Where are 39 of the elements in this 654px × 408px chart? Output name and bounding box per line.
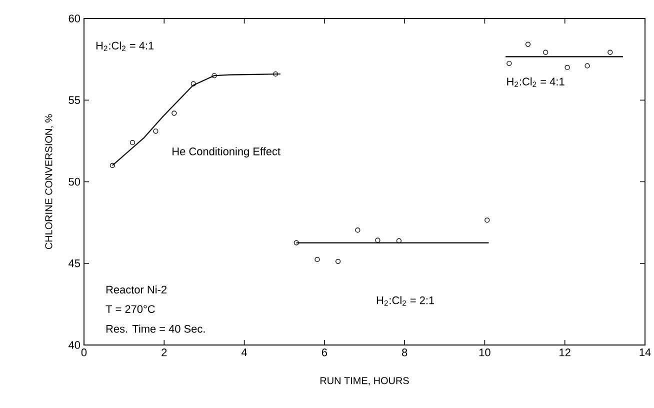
- point: [484, 218, 490, 223]
- annotation: H$_{2}$:Cl$_{2}$ = 4:1: [507, 77, 564, 87]
- annotation: Res. Time = 40 Sec.: [106, 324, 205, 333]
- x-axis-title: RUN TIME, HOURS: [320, 377, 409, 386]
- point: [584, 63, 590, 68]
- annotation: H$_{2}$:Cl$_{2}$ = 4:1: [96, 41, 154, 52]
- point: [130, 140, 136, 146]
- annotation: Reactor Ni-2: [106, 285, 166, 294]
- y-tick-label: 40: [68, 341, 80, 349]
- point: [375, 238, 380, 243]
- y-tick-label: 60: [68, 14, 80, 22]
- point: [212, 73, 217, 78]
- point: [355, 228, 360, 233]
- point: [153, 128, 158, 134]
- point: [314, 256, 320, 262]
- x-tick-label: 6: [322, 348, 327, 356]
- point: [525, 42, 531, 47]
- x-tick-label: 14: [640, 348, 651, 356]
- y-tick-label: 50: [68, 178, 80, 186]
- point: [172, 110, 177, 116]
- y-axis-title: CHLORINE CONVERSION, %: [45, 114, 54, 250]
- point: [336, 258, 341, 264]
- x-tick-label: 10: [479, 348, 490, 356]
- y-tick-label: 45: [68, 260, 80, 268]
- point: [608, 50, 613, 55]
- point: [543, 50, 548, 55]
- x-tick-label: 8: [402, 348, 408, 356]
- x-tick-label: 2: [162, 348, 167, 356]
- x-tick-label: 0: [81, 348, 87, 356]
- y-tick-label: 55: [68, 96, 80, 104]
- annotation: He Conditioning Effect: [172, 147, 280, 158]
- annotation: T = 270°C: [106, 305, 155, 313]
- x-tick-label: 4: [241, 348, 248, 356]
- point: [564, 64, 570, 70]
- point: [506, 60, 512, 66]
- annotation: H$_{2}$:Cl$_{2}$ = 2:1: [376, 296, 434, 306]
- point: [190, 81, 196, 86]
- point: [396, 238, 402, 244]
- x-tick-label: 12: [560, 348, 570, 356]
